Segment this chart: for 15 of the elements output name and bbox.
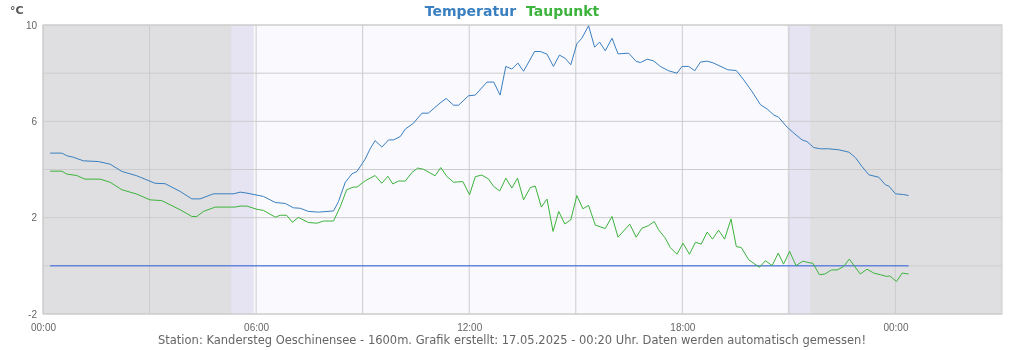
x-tick-label: 06:00 xyxy=(244,322,270,334)
y-tick-label: 10 xyxy=(25,19,38,31)
x-tick-label: 00:00 xyxy=(30,322,57,334)
text: Station: Kandersteg Oeschinensee - 1600m. Grafik erstellt: 17.05.2025 - 00:20 Uhr. Daten werden automatisch gemessen! xyxy=(158,333,866,347)
y-tick-label: 2 xyxy=(31,212,38,224)
x-tick-label: 12:00 xyxy=(457,322,483,334)
x-tick-label: 00:00 xyxy=(883,322,909,334)
text: Temperatur xyxy=(424,3,517,19)
text: Taupunkt xyxy=(526,3,600,19)
y-tick-label: -2 xyxy=(28,308,38,320)
line-series xyxy=(49,25,910,213)
x-tick-label: 18:00 xyxy=(670,322,696,334)
y-tick-label: 6 xyxy=(31,116,38,128)
y-axis-title: °C xyxy=(10,4,24,17)
line-series xyxy=(49,167,910,282)
